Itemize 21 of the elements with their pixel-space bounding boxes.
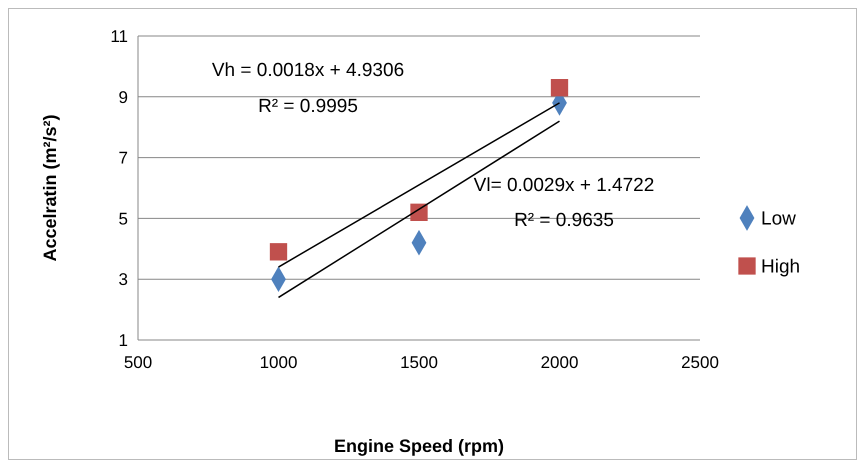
x-tick-label: 2000 — [540, 353, 578, 372]
y-tick-label: 7 — [118, 148, 128, 168]
annotation: Vl= 0.0029x + 1.4722 — [474, 175, 654, 196]
annotation: R² = 0.9635 — [514, 210, 614, 231]
legend-label: Low — [761, 208, 796, 230]
x-tick-label: 1500 — [400, 353, 438, 372]
point — [550, 79, 568, 96]
y-tick-label: 9 — [118, 88, 128, 107]
x-tick-label: 2500 — [681, 353, 719, 372]
y-tick-label: 1 — [118, 330, 128, 350]
x-tick-label: 1000 — [260, 353, 298, 372]
legend-label: High — [761, 256, 800, 278]
point — [270, 243, 288, 260]
y-axis-title: Accelratin (m²/s²) — [40, 114, 60, 262]
x-tick-label: 500 — [124, 353, 152, 372]
y-tick-label: 5 — [118, 209, 128, 228]
annotation: R² = 0.9995 — [258, 96, 358, 117]
y-tick-label: 11 — [110, 26, 128, 46]
annotation: Vh = 0.0018x + 4.9306 — [212, 60, 404, 81]
x-axis-title: Engine Speed (rpm) — [334, 436, 504, 456]
y-tick-label: 3 — [118, 270, 128, 290]
